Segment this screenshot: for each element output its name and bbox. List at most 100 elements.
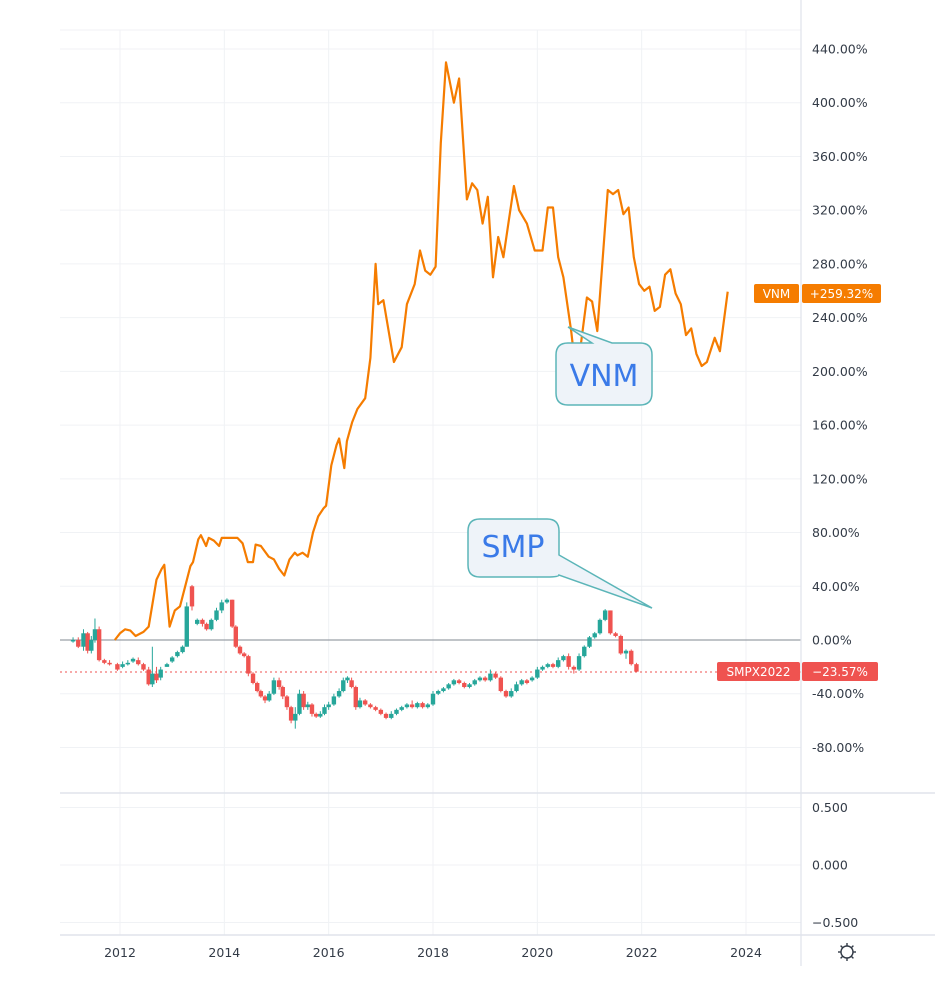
candle xyxy=(420,703,425,708)
vnm-badge-value: +259.32% xyxy=(810,287,873,301)
time-tick-label: 2024 xyxy=(730,945,762,960)
candle xyxy=(425,704,430,708)
time-tick-label: 2012 xyxy=(104,945,136,960)
time-axis[interactable]: 2012 2014 2016 2018 2020 2022 2024 xyxy=(104,945,762,960)
candle xyxy=(353,687,358,708)
candle xyxy=(415,703,420,708)
vnm-callout-label: VNM xyxy=(570,359,639,394)
price-tick-label: 0.00% xyxy=(812,633,852,648)
candle xyxy=(180,646,185,653)
candle xyxy=(141,664,146,670)
candle xyxy=(597,619,603,634)
candle xyxy=(246,656,251,674)
candle xyxy=(477,677,483,681)
price-tick-label: 80.00% xyxy=(812,525,860,540)
candle xyxy=(262,696,268,701)
candle xyxy=(107,662,112,665)
candle xyxy=(529,677,535,681)
candle xyxy=(561,656,566,661)
smp-badge-value: −23.57% xyxy=(812,665,868,679)
vnm-callout[interactable]: VNM xyxy=(555,326,653,406)
candle xyxy=(125,662,131,665)
candle xyxy=(219,602,224,611)
candle xyxy=(115,664,120,670)
candle xyxy=(195,619,200,624)
candle xyxy=(241,653,247,657)
candle xyxy=(92,629,98,640)
candle xyxy=(293,713,298,721)
candle xyxy=(613,633,618,636)
lower-tick-label: 0.500 xyxy=(812,800,848,815)
candle xyxy=(503,691,509,697)
gear-icon[interactable] xyxy=(838,943,856,961)
candle xyxy=(81,633,86,647)
candle xyxy=(297,693,302,714)
candle xyxy=(204,623,209,630)
candle xyxy=(618,635,623,654)
candle xyxy=(535,669,540,678)
candle xyxy=(592,633,597,638)
candle xyxy=(280,687,285,697)
candle xyxy=(587,637,592,647)
candle xyxy=(146,669,151,685)
smp-callout[interactable]: SMP xyxy=(467,518,653,609)
candle xyxy=(430,693,436,705)
candle xyxy=(394,709,399,714)
candle xyxy=(175,652,180,657)
grid-lines xyxy=(60,29,801,935)
candle xyxy=(451,680,457,685)
candle xyxy=(102,660,107,663)
smp-last-value-badge: SMPX2022 −23.57% xyxy=(717,662,878,681)
price-axis[interactable]: 440.00% 400.00% 360.00% 320.00% 280.00% 240.0… xyxy=(812,42,868,755)
price-tick-label: 120.00% xyxy=(812,471,868,486)
candle xyxy=(318,713,323,717)
candle xyxy=(519,680,524,685)
candle xyxy=(462,682,467,688)
candle xyxy=(120,664,125,667)
candle xyxy=(85,633,90,651)
time-tick-label: 2016 xyxy=(313,945,345,960)
candle xyxy=(399,707,404,710)
candle xyxy=(254,682,260,692)
candle xyxy=(456,680,462,683)
candle xyxy=(276,680,282,688)
candle xyxy=(76,640,81,647)
candle xyxy=(482,677,488,681)
lower-tick-label: −0.500 xyxy=(812,915,858,930)
candle xyxy=(331,696,337,705)
price-tick-label: 400.00% xyxy=(812,95,868,110)
candle xyxy=(164,664,170,667)
candle xyxy=(313,713,319,717)
candle xyxy=(214,610,219,620)
candle xyxy=(237,646,243,654)
price-tick-label: 320.00% xyxy=(812,203,868,218)
candle xyxy=(305,704,310,708)
price-tick-label: 160.00% xyxy=(812,418,868,433)
candle xyxy=(540,666,545,670)
candle xyxy=(154,673,159,681)
candle xyxy=(288,707,294,721)
candle xyxy=(441,688,446,692)
candle xyxy=(284,696,290,708)
candle xyxy=(623,650,629,654)
lower-pane-axis[interactable]: 0.500 0.000 −0.500 xyxy=(812,800,858,930)
candle xyxy=(629,650,634,665)
candle xyxy=(634,664,639,672)
candle xyxy=(362,700,368,705)
smp-candlestick-series[interactable] xyxy=(70,584,639,729)
candle xyxy=(158,669,163,678)
candle xyxy=(498,677,504,692)
candle xyxy=(89,640,94,651)
candle xyxy=(436,691,441,694)
candle xyxy=(200,619,205,624)
vnm-line-series[interactable] xyxy=(113,61,729,641)
candle xyxy=(608,610,613,634)
candle xyxy=(566,656,571,667)
time-tick-label: 2020 xyxy=(521,945,553,960)
price-tick-label: -80.00% xyxy=(812,740,864,755)
candle xyxy=(368,704,373,708)
candle xyxy=(336,691,342,697)
candle xyxy=(271,680,277,694)
candle xyxy=(488,673,493,681)
